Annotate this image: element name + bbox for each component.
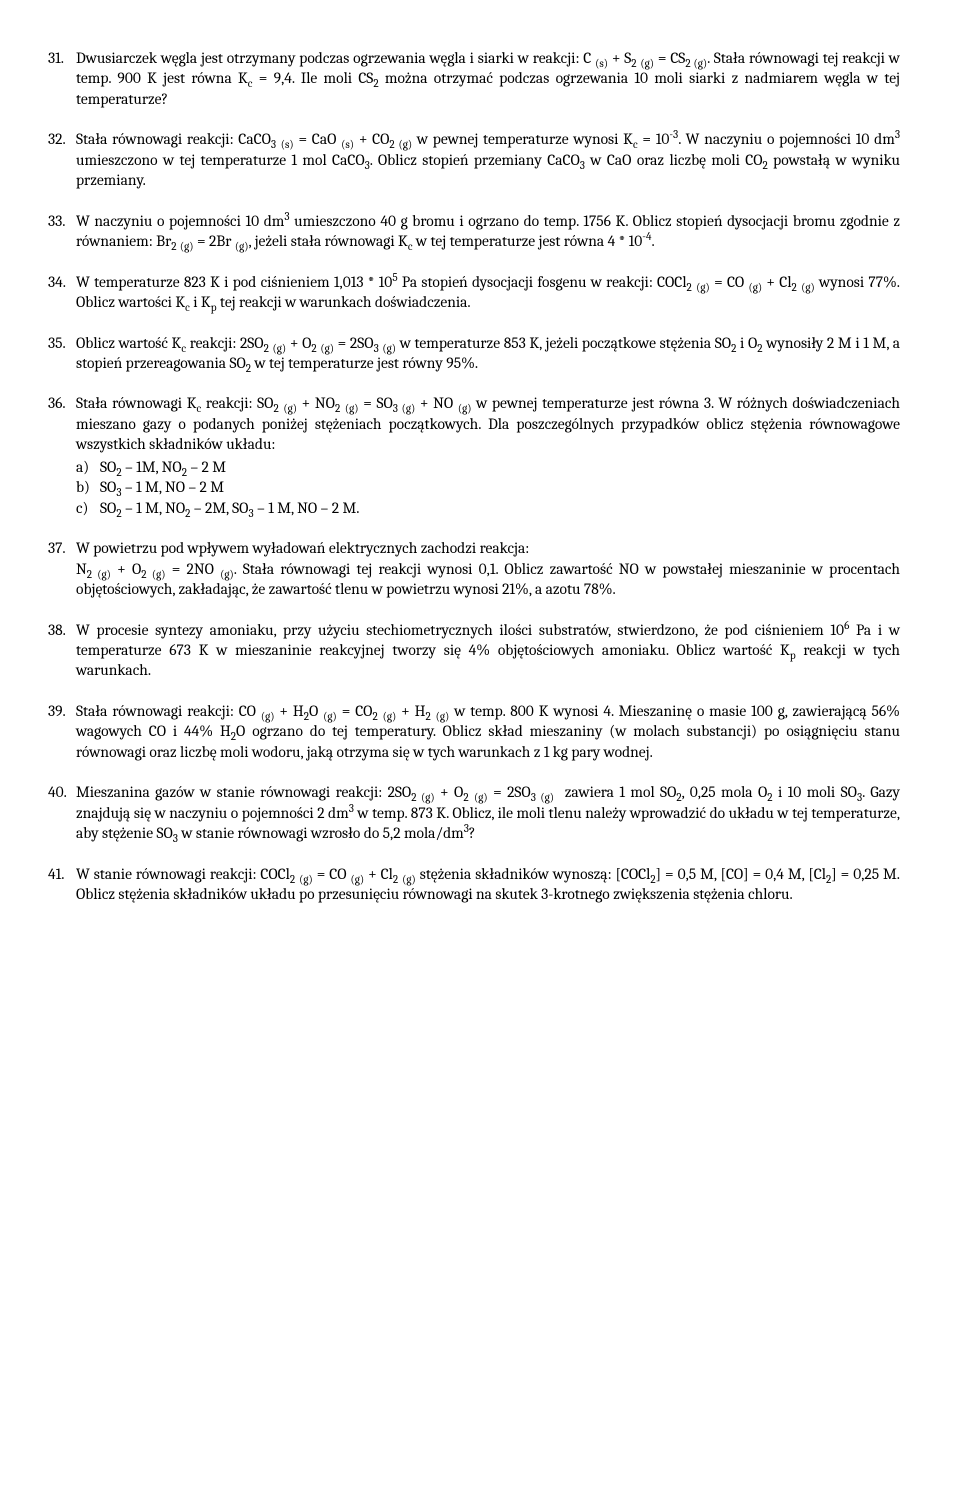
problem-item: 40.Mieszanina gazów w stanie równowagi r… (48, 782, 900, 843)
problem-item: 37.W powietrzu pod wpływem wyładowań ele… (48, 538, 900, 599)
problem-body: W stanie równowagi reakcji: COCl2 (g) = … (76, 864, 900, 905)
problem-body: Stała równowagi reakcji: CaCO3 (s) = CaO… (76, 129, 900, 190)
problem-text: W naczyniu o pojemności 10 dm3 umieszczo… (76, 212, 900, 250)
problem-body: Oblicz wartość Kc reakcji: 2SO2 (g) + O2… (76, 333, 900, 374)
problem-text: W powietrzu pod wpływem wyładowań elektr… (76, 539, 900, 598)
problem-number: 36. (48, 393, 76, 518)
sublist-label: b) (76, 477, 100, 497)
problem-text: W procesie syntezy amoniaku, przy użyciu… (76, 621, 900, 680)
problem-item: 36.Stała równowagi Kc reakcji: SO2 (g) +… (48, 393, 900, 518)
sublist-text: SO3 – 1 M, NO – 2 M (100, 477, 224, 497)
problem-sublist: a)SO2 – 1M, NO2 – 2 Mb)SO3 – 1 M, NO – 2… (76, 457, 900, 518)
sublist-item: a)SO2 – 1M, NO2 – 2 M (76, 457, 900, 477)
sublist-item: c)SO2 – 1 M, NO2 – 2M, SO3 – 1 M, NO – 2… (76, 498, 900, 518)
problem-body: W naczyniu o pojemności 10 dm3 umieszczo… (76, 211, 900, 252)
problem-body: W temperaturze 823 K i pod ciśnieniem 1,… (76, 272, 900, 313)
problem-item: 35.Oblicz wartość Kc reakcji: 2SO2 (g) +… (48, 333, 900, 374)
problem-item: 33.W naczyniu o pojemności 10 dm3 umiesz… (48, 211, 900, 252)
sublist-text: SO2 – 1M, NO2 – 2 M (100, 457, 226, 477)
problem-number: 33. (48, 211, 76, 252)
problem-body: W procesie syntezy amoniaku, przy użyciu… (76, 620, 900, 681)
sublist-label: a) (76, 457, 100, 477)
problem-item: 32.Stała równowagi reakcji: CaCO3 (s) = … (48, 129, 900, 190)
problem-text: W temperaturze 823 K i pod ciśnieniem 1,… (76, 273, 900, 311)
problem-number: 32. (48, 129, 76, 190)
problem-number: 37. (48, 538, 76, 599)
problem-body: Mieszanina gazów w stanie równowagi reak… (76, 782, 900, 843)
problem-body: Stała równowagi reakcji: CO (g) + H2O (g… (76, 701, 900, 762)
problem-body: W powietrzu pod wpływem wyładowań elektr… (76, 538, 900, 599)
problem-item: 31.Dwusiarczek węgla jest otrzymany podc… (48, 48, 900, 109)
problem-text: Stała równowagi reakcji: CO (g) + H2O (g… (76, 702, 900, 761)
problem-item: 41.W stanie równowagi reakcji: COCl2 (g)… (48, 864, 900, 905)
problem-text: Stała równowagi Kc reakcji: SO2 (g) + NO… (76, 394, 900, 453)
problem-item: 38.W procesie syntezy amoniaku, przy uży… (48, 620, 900, 681)
sublist-text: SO2 – 1 M, NO2 – 2M, SO3 – 1 M, NO – 2 M… (100, 498, 359, 518)
problem-list: 31.Dwusiarczek węgla jest otrzymany podc… (48, 48, 900, 905)
sublist-item: b)SO3 – 1 M, NO – 2 M (76, 477, 900, 497)
problem-body: Dwusiarczek węgla jest otrzymany podczas… (76, 48, 900, 109)
problem-number: 31. (48, 48, 76, 109)
problem-number: 40. (48, 782, 76, 843)
problem-text: Dwusiarczek węgla jest otrzymany podczas… (76, 49, 900, 108)
problem-body: Stała równowagi Kc reakcji: SO2 (g) + NO… (76, 393, 900, 518)
problem-text: Oblicz wartość Kc reakcji: 2SO2 (g) + O2… (76, 334, 900, 372)
problem-number: 41. (48, 864, 76, 905)
problem-number: 35. (48, 333, 76, 374)
problem-number: 34. (48, 272, 76, 313)
problem-text: Stała równowagi reakcji: CaCO3 (s) = CaO… (76, 130, 900, 189)
problem-item: 39.Stała równowagi reakcji: CO (g) + H2O… (48, 701, 900, 762)
problem-text: Mieszanina gazów w stanie równowagi reak… (76, 783, 900, 842)
problem-text: W stanie równowagi reakcji: COCl2 (g) = … (76, 865, 900, 903)
problem-number: 39. (48, 701, 76, 762)
problem-number: 38. (48, 620, 76, 681)
sublist-label: c) (76, 498, 100, 518)
problem-item: 34.W temperaturze 823 K i pod ciśnieniem… (48, 272, 900, 313)
